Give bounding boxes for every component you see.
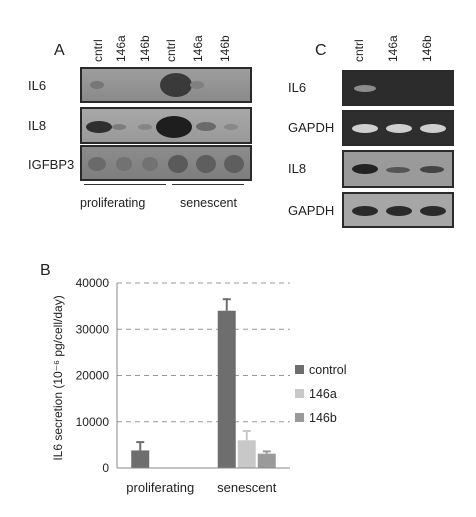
blot-row-label: IL6 bbox=[28, 78, 47, 93]
band bbox=[156, 116, 192, 138]
bar-146a-senescent bbox=[237, 440, 256, 468]
group-underline bbox=[84, 184, 166, 185]
legend-swatch bbox=[295, 365, 304, 374]
legend-label: control bbox=[309, 363, 347, 377]
chart-bars bbox=[131, 298, 276, 469]
bar-control-proliferating bbox=[131, 450, 150, 468]
band bbox=[352, 164, 378, 174]
band bbox=[420, 166, 444, 173]
gel-il6-c bbox=[342, 70, 454, 106]
y-axis-label: IL6 secretion (10⁻⁶ pg/cell/day) bbox=[51, 295, 65, 460]
bar-control-senescent bbox=[217, 310, 236, 468]
band bbox=[196, 122, 216, 131]
band bbox=[420, 206, 446, 216]
band bbox=[138, 124, 152, 130]
bar-146b-senescent bbox=[257, 453, 276, 468]
legend-swatch bbox=[295, 413, 304, 422]
panel-b-letter: B bbox=[40, 262, 51, 279]
y-tick-label: 30000 bbox=[76, 322, 110, 336]
chart-axes bbox=[116, 283, 290, 469]
blot-row-label: IGFBP3 bbox=[28, 157, 75, 172]
panel-c-letter: C bbox=[315, 42, 327, 59]
group-label-senescent: senescent bbox=[180, 196, 237, 210]
x-category-label: proliferating bbox=[126, 480, 194, 495]
legend-label: 146b bbox=[309, 411, 337, 425]
blot-il6-a bbox=[80, 67, 252, 103]
blot-il8-a bbox=[80, 107, 252, 144]
gel-row-label: GAPDH bbox=[288, 203, 335, 218]
band bbox=[90, 81, 104, 89]
panel-a-letter: A bbox=[54, 42, 65, 59]
band bbox=[168, 155, 188, 173]
band bbox=[88, 157, 106, 171]
gel-il8-c bbox=[342, 150, 454, 188]
band bbox=[420, 124, 446, 133]
x-category-label: senescent bbox=[217, 480, 277, 495]
band bbox=[190, 81, 204, 89]
blot-igfbp3-a bbox=[80, 145, 252, 181]
band bbox=[224, 124, 238, 130]
band bbox=[86, 121, 112, 133]
y-tick-label: 40000 bbox=[76, 276, 110, 290]
band bbox=[386, 124, 412, 133]
y-tick-label: 20000 bbox=[76, 369, 110, 383]
group-underline bbox=[172, 184, 244, 185]
gel-row-label: IL8 bbox=[288, 161, 307, 176]
chart-grid bbox=[117, 282, 290, 423]
band bbox=[142, 157, 158, 171]
band bbox=[354, 85, 376, 92]
y-tick-label: 10000 bbox=[76, 415, 110, 429]
chart-legend: control 146a 146b bbox=[295, 363, 347, 425]
band bbox=[196, 155, 216, 173]
band bbox=[352, 124, 378, 133]
band bbox=[386, 206, 412, 216]
band bbox=[386, 167, 410, 173]
chart-yticks: 0 10000 20000 30000 40000 bbox=[76, 276, 110, 475]
gel-row-label: GAPDH bbox=[288, 120, 335, 135]
blot-row-label: IL8 bbox=[28, 118, 47, 133]
chart-xlabels: proliferating senescent bbox=[126, 480, 276, 495]
gel-gapdh2-c bbox=[342, 192, 454, 228]
band bbox=[116, 157, 132, 171]
band bbox=[352, 206, 378, 216]
legend-swatch bbox=[295, 389, 304, 398]
gel-gapdh-c bbox=[342, 110, 454, 146]
gel-row-label: IL6 bbox=[288, 80, 307, 95]
legend-label: 146a bbox=[309, 387, 337, 401]
y-tick-label: 0 bbox=[102, 461, 109, 475]
band bbox=[160, 73, 192, 97]
band bbox=[224, 155, 244, 173]
band bbox=[112, 124, 126, 130]
group-label-proliferating: proliferating bbox=[80, 196, 146, 210]
